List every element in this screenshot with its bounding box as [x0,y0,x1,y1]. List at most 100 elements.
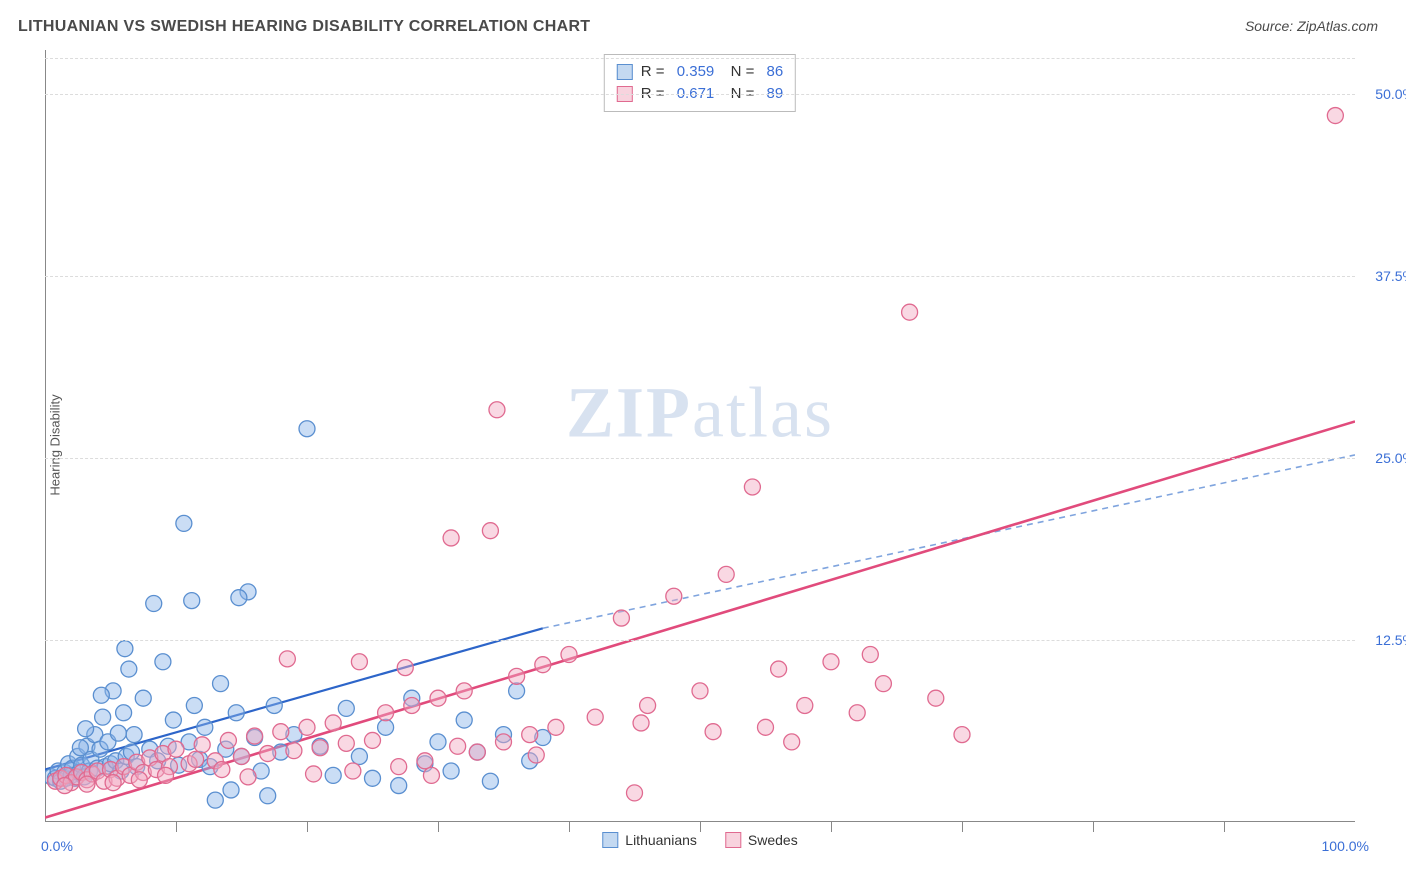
data-point [692,683,708,699]
data-point [155,654,171,670]
data-point [391,778,407,794]
data-point [705,724,721,740]
data-point [228,705,244,721]
data-point [397,660,413,676]
data-point [365,732,381,748]
grid-line [45,458,1355,459]
legend-row-lithuanians: R = 0.359 N = 86 [617,61,783,83]
data-point [718,566,734,582]
data-point [1327,108,1343,124]
data-point [391,759,407,775]
source-label: Source: ZipAtlas.com [1245,18,1378,34]
data-point [613,610,629,626]
data-point [176,515,192,531]
legend-r-value: 0.359 [677,61,715,83]
data-point [482,523,498,539]
data-point [482,773,498,789]
data-point [79,776,95,792]
grid-line [45,58,1355,59]
data-point [548,719,564,735]
data-point [744,479,760,495]
data-point [126,727,142,743]
data-point [823,654,839,670]
data-point [121,661,137,677]
data-point [72,740,88,756]
data-point [186,697,202,713]
data-point [93,687,109,703]
swatch-blue-icon [617,64,633,80]
data-point [197,719,213,735]
data-point [116,705,132,721]
data-point [450,738,466,754]
data-point [443,530,459,546]
data-point [220,732,236,748]
x-tick [831,822,832,832]
data-point [105,775,121,791]
data-point [213,676,229,692]
legend-label: Lithuanians [625,832,697,848]
data-point [489,402,505,418]
data-point [378,719,394,735]
data-point [797,697,813,713]
data-point [325,715,341,731]
data-point [902,304,918,320]
data-point [234,748,250,764]
x-axis-end-label: 100.0% [1322,838,1369,854]
grid-line [45,640,1355,641]
x-axis-start-label: 0.0% [41,838,73,854]
scatter-svg [45,50,1355,840]
data-point [299,421,315,437]
grid-line [45,276,1355,277]
y-tick-label: 37.5% [1375,268,1406,284]
data-point [430,690,446,706]
data-point [378,705,394,721]
data-point [535,657,551,673]
data-point [279,651,295,667]
data-point [207,792,223,808]
data-point [299,719,315,735]
data-point [587,709,603,725]
data-point [345,763,361,779]
x-tick [1224,822,1225,832]
data-point [666,588,682,604]
data-point [417,753,433,769]
data-point [430,734,446,750]
data-point [312,740,328,756]
data-point [351,654,367,670]
data-point [456,683,472,699]
data-point [158,767,174,783]
x-tick [438,822,439,832]
data-point [325,767,341,783]
y-tick-label: 12.5% [1375,632,1406,648]
data-point [640,697,656,713]
data-point [247,728,263,744]
series-legend: Lithuanians Swedes [602,832,797,848]
data-point [273,724,289,740]
data-point [240,769,256,785]
grid-line [45,94,1355,95]
data-point [771,661,787,677]
correlation-legend: R = 0.359 N = 86 R = 0.671 N = 89 [604,54,796,112]
x-tick [176,822,177,832]
data-point [266,697,282,713]
x-tick [1093,822,1094,832]
legend-r-label: R = [641,61,669,83]
data-point [496,734,512,750]
data-point [260,746,276,762]
data-point [522,727,538,743]
data-point [78,721,94,737]
x-tick [700,822,701,832]
data-point [95,709,111,725]
legend-n-value: 86 [767,61,784,83]
legend-item-lithuanians: Lithuanians [602,832,697,848]
x-tick [569,822,570,832]
data-point [260,788,276,804]
data-point [57,778,73,794]
data-point [928,690,944,706]
data-point [338,735,354,751]
y-tick-label: 25.0% [1375,450,1406,466]
data-point [135,690,151,706]
data-point [875,676,891,692]
data-point [214,762,230,778]
data-point [338,700,354,716]
